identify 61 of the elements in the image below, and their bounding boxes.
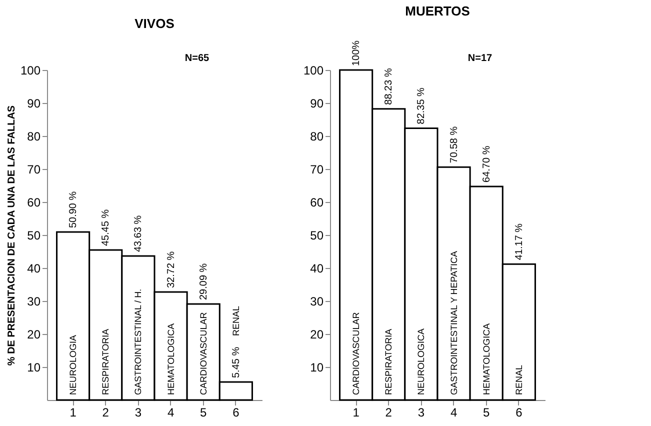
- data-label: 41.17 %: [514, 223, 525, 260]
- x-tick-label: 5: [483, 406, 490, 420]
- annotation: NEUROLOGIA: [68, 335, 78, 396]
- y-axis-title: % DE PRESENTACION DE CADA UNA DE LAS FALLAS: [6, 105, 18, 366]
- y-tick-label: 80: [310, 130, 324, 144]
- annotation: RENAL: [514, 365, 524, 396]
- data-label: 29.09 %: [198, 263, 210, 300]
- annotation: HEMATOLOGICA: [481, 323, 492, 396]
- annotation: GASTROINTESTINAL Y HEPATICA: [448, 251, 459, 396]
- data-label: 43.63 %: [133, 215, 144, 252]
- annotation: CARDIOVASCULAR: [198, 312, 208, 396]
- y-tick-label: 100: [303, 64, 324, 78]
- y-tick-label: 50: [27, 228, 41, 242]
- chart-title: VIVOS: [134, 16, 175, 31]
- x-tick-label: 2: [102, 406, 110, 420]
- y-tick-label: 40: [27, 262, 41, 276]
- chart-title: MUERTOS: [405, 3, 470, 18]
- annotation: GASTROINTESTINAL / H.: [133, 288, 144, 396]
- y-tick-label: 10: [27, 360, 41, 374]
- y-tick-label: 60: [27, 196, 41, 210]
- data-label: 50.90 %: [68, 191, 80, 228]
- x-tick-label: 1: [70, 406, 77, 420]
- x-tick-label: 1: [352, 406, 360, 420]
- data-label: 100%: [351, 40, 362, 66]
- text: N=17: [468, 53, 493, 64]
- text: N=65: [184, 53, 210, 64]
- y-tick-label: 10: [310, 360, 324, 374]
- data-label: 88.23 %: [384, 68, 395, 105]
- x-tick-label: 6: [232, 406, 240, 420]
- y-tick-label: 60: [310, 196, 324, 210]
- data-label: 64.70 %: [481, 146, 492, 182]
- y-tick-label: 50: [310, 228, 324, 242]
- y-tick-label: 40: [310, 262, 324, 276]
- y-tick-label: 30: [27, 294, 41, 308]
- y-tick-label: 70: [310, 162, 324, 176]
- annotation: HEMATOLOGICA: [166, 323, 176, 396]
- data-label: 82.35 %: [416, 87, 428, 124]
- x-tick-label: 6: [516, 406, 523, 420]
- data-label: 70.58 %: [448, 126, 460, 164]
- data-label: 32.72 %: [166, 251, 177, 288]
- y-tick-label: 20: [27, 328, 41, 342]
- annotation: RESPIRATORIA: [100, 328, 111, 396]
- x-tick-label: 4: [167, 406, 174, 420]
- x-tick-label: 2: [385, 406, 392, 420]
- x-tick-label: 3: [134, 406, 142, 420]
- data-label: 5.45 %: [230, 346, 242, 378]
- y-tick-label: 20: [310, 328, 324, 342]
- annotation: NEUROLOGICA: [416, 328, 426, 396]
- y-tick-label: 80: [27, 130, 41, 144]
- y-tick-label: 30: [310, 294, 324, 308]
- annotation: RESPIRATORIA: [384, 328, 394, 396]
- x-tick-label: 4: [450, 406, 458, 420]
- annotation: RENAL: [230, 306, 241, 336]
- y-tick-label: 90: [27, 96, 41, 110]
- x-tick-label: 5: [200, 406, 208, 420]
- y-tick-label: 70: [27, 162, 41, 176]
- y-tick-label: 100: [20, 64, 41, 78]
- x-tick-label: 3: [418, 406, 425, 420]
- annotation: CARDIOVASCULAR: [351, 312, 362, 396]
- data-label: 45.45 %: [100, 209, 112, 246]
- y-tick-label: 90: [310, 96, 324, 110]
